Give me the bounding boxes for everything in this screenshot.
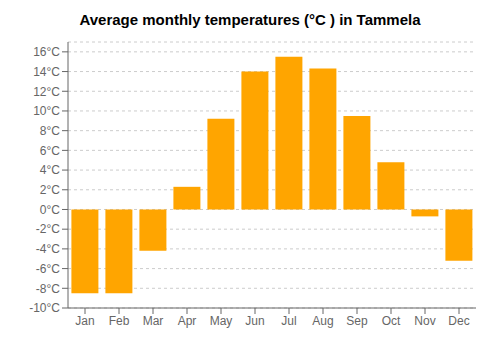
svg-text:10°C: 10°C <box>33 104 60 118</box>
svg-text:-10°C: -10°C <box>29 301 60 315</box>
html-text:Average monthly temperatures (: Average monthly temperatures (°C ) in Ta… <box>79 11 421 28</box>
svg-text:May: May <box>210 314 233 328</box>
svg-text:12°C: 12°C <box>33 85 60 99</box>
svg-text:Aug: Aug <box>312 314 333 328</box>
svg-text:16°C: 16°C <box>33 45 60 59</box>
svg-text:Jul: Jul <box>281 314 296 328</box>
svg-text:Nov: Nov <box>414 314 435 328</box>
svg-text:8°C: 8°C <box>40 124 60 138</box>
svg-text:Jan: Jan <box>75 314 94 328</box>
svg-text:Mar: Mar <box>143 314 164 328</box>
svg-text:2°C: 2°C <box>40 183 60 197</box>
svg-text:-4°C: -4°C <box>36 242 60 256</box>
svg-text:0°C: 0°C <box>40 203 60 217</box>
svg-text:-6°C: -6°C <box>36 262 60 276</box>
svg-text:Feb: Feb <box>109 314 130 328</box>
svg-text:-8°C: -8°C <box>36 282 60 296</box>
svg-text:4°C: 4°C <box>40 163 60 177</box>
svg-text:-2°C: -2°C <box>36 222 60 236</box>
svg-text:Oct: Oct <box>382 314 401 328</box>
svg-text:14°C: 14°C <box>33 65 60 79</box>
svg-text:Apr: Apr <box>178 314 197 328</box>
svg-text:Dec: Dec <box>448 314 469 328</box>
svg-text:Sep: Sep <box>346 314 368 328</box>
svg-text:6°C: 6°C <box>40 144 60 158</box>
svg-text:Jun: Jun <box>245 314 264 328</box>
